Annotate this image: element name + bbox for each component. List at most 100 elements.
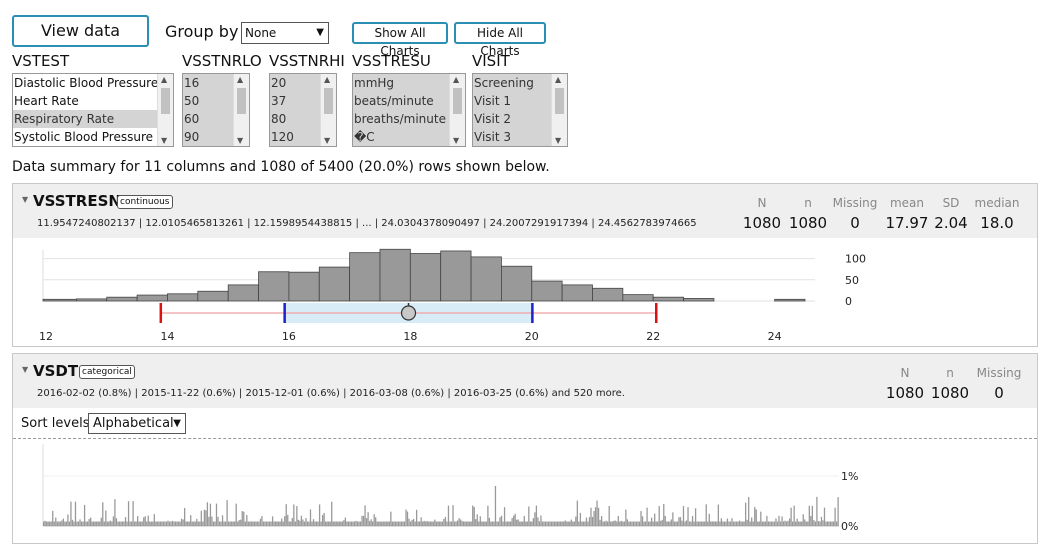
level-bar	[688, 521, 691, 526]
filter-option[interactable]: mmHg	[353, 74, 465, 92]
scroll-down-icon[interactable]: ▼	[453, 136, 460, 145]
level-bar	[165, 521, 168, 526]
scroll-up-icon[interactable]: ▲	[237, 75, 244, 84]
filter-option[interactable]: Visit 2	[473, 110, 567, 128]
level-bar	[502, 521, 504, 526]
filter-option[interactable]: Respiratory Rate	[13, 110, 157, 128]
level-bar	[573, 521, 575, 526]
scrollbar[interactable]: ▲ ▼	[157, 74, 173, 146]
level-bar	[716, 521, 718, 526]
filter-listbox[interactable]: mmHg beats/minute breaths/minute �C ▲ ▼	[352, 73, 466, 147]
scrollbar[interactable]: ▲ ▼	[320, 74, 336, 146]
level-bar	[434, 519, 436, 526]
scroll-thumb[interactable]	[555, 88, 564, 114]
scroll-up-icon[interactable]: ▲	[453, 75, 460, 84]
level-bar	[638, 521, 641, 526]
histogram-bar	[167, 293, 199, 302]
level-bar	[94, 521, 96, 526]
scroll-down-icon[interactable]: ▼	[555, 136, 562, 145]
filter-option[interactable]: breaths/minute	[353, 110, 465, 128]
level-bar	[602, 521, 604, 526]
group-by-select[interactable]: None ▼	[241, 22, 329, 44]
scroll-thumb[interactable]	[453, 88, 462, 114]
level-bar	[328, 521, 330, 526]
level-bar	[390, 511, 392, 526]
scroll-up-icon[interactable]: ▲	[555, 75, 562, 84]
filter-option[interactable]: Heart Rate	[13, 92, 173, 110]
filter-option[interactable]: Systolic Blood Pressure	[13, 128, 173, 146]
level-bar	[256, 521, 259, 526]
sort-levels-select[interactable]: Alphabetical ▼	[88, 413, 186, 434]
filter-option[interactable]: 60	[183, 110, 249, 128]
filter-option[interactable]: 37	[270, 92, 336, 110]
level-bar	[696, 521, 698, 526]
scrollbar[interactable]: ▲ ▼	[449, 74, 465, 146]
filter-option[interactable]: �C	[353, 128, 465, 146]
level-bar	[394, 521, 397, 526]
view-data-button[interactable]: View data	[12, 15, 149, 47]
level-bar	[126, 521, 128, 526]
filter-option[interactable]: beats/minute	[353, 92, 465, 110]
level-bar	[59, 521, 61, 526]
level-bar	[722, 521, 724, 526]
level-bar	[617, 515, 619, 526]
scroll-thumb[interactable]	[237, 88, 246, 114]
level-bar	[529, 521, 531, 526]
scroll-up-icon[interactable]: ▲	[324, 75, 331, 84]
level-bar	[829, 521, 832, 526]
level-bar	[646, 507, 648, 526]
filter-listbox[interactable]: 16 50 60 90 ▲ ▼	[182, 73, 250, 147]
level-bar	[472, 505, 474, 526]
level-bar	[784, 520, 786, 526]
filter-option[interactable]: 80	[270, 110, 336, 128]
filter-option[interactable]: 20	[270, 74, 336, 92]
histogram-bar	[136, 294, 168, 302]
level-bar	[156, 521, 159, 526]
level-bar	[74, 501, 77, 526]
filter-option[interactable]: Visit 3	[473, 128, 567, 146]
collapse-triangle-icon[interactable]: ▼	[22, 195, 29, 204]
filter-option[interactable]: 50	[183, 92, 249, 110]
level-bar	[676, 521, 679, 526]
scroll-up-icon[interactable]: ▲	[161, 75, 168, 84]
filter-listbox[interactable]: 20 37 80 120 ▲ ▼	[269, 73, 337, 147]
scroll-down-icon[interactable]: ▼	[237, 136, 244, 145]
level-bar	[409, 521, 412, 526]
level-bar	[376, 521, 378, 526]
scroll-thumb[interactable]	[161, 88, 170, 114]
stat-label: SD	[942, 196, 960, 210]
hide-all-charts-button[interactable]: Hide All Charts	[454, 22, 546, 58]
level-bar	[220, 521, 222, 526]
filter-listbox[interactable]: Diastolic Blood Pressure Heart Rate Resp…	[12, 73, 174, 147]
scroll-thumb[interactable]	[324, 88, 333, 114]
level-bar	[82, 521, 84, 526]
show-all-charts-button[interactable]: Show All Charts	[352, 22, 448, 58]
filter-option[interactable]: 120	[270, 128, 336, 146]
level-bar	[808, 505, 810, 526]
filter-option[interactable]: Screening	[473, 74, 567, 92]
level-bar	[271, 516, 274, 526]
y-tick-label: 0	[845, 295, 852, 308]
level-bar	[473, 506, 475, 526]
filter-listbox[interactable]: Screening Visit 1 Visit 2 Visit 3 ▲ ▼	[472, 73, 568, 147]
level-bar	[500, 515, 503, 526]
filter-option[interactable]: 16	[183, 74, 249, 92]
chevron-down-icon: ▼	[316, 27, 324, 38]
level-bar	[828, 521, 830, 526]
level-bar	[466, 521, 468, 526]
scroll-down-icon[interactable]: ▼	[161, 136, 168, 145]
scrollbar[interactable]: ▲ ▼	[551, 74, 567, 146]
level-bar	[259, 518, 262, 526]
y-tick-label: 100	[845, 253, 866, 266]
filter-option[interactable]: 90	[183, 128, 249, 146]
scroll-down-icon[interactable]: ▼	[324, 136, 331, 145]
stat-label: median	[974, 196, 1020, 210]
scrollbar[interactable]: ▲ ▼	[233, 74, 249, 146]
level-bar	[526, 521, 528, 526]
collapse-triangle-icon[interactable]: ▼	[22, 365, 29, 374]
level-bar	[332, 521, 334, 526]
filter-option[interactable]: Diastolic Blood Pressure	[13, 74, 173, 92]
level-bar	[751, 517, 753, 526]
level-bar	[763, 521, 765, 526]
filter-option[interactable]: Visit 1	[473, 92, 567, 110]
